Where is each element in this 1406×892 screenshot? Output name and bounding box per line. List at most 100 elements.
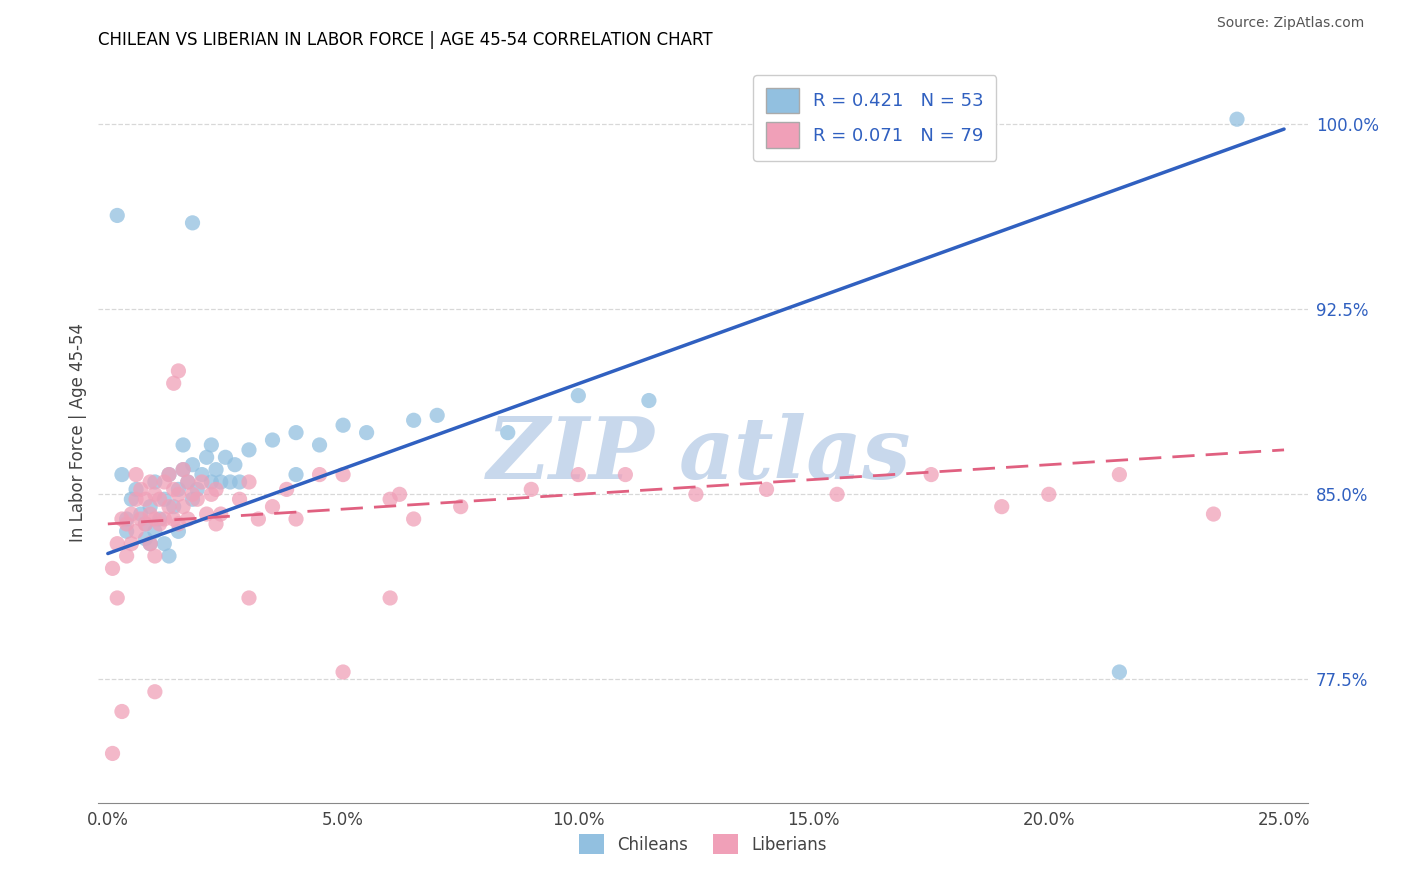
Point	[195, 507, 218, 521]
Point	[378, 591, 401, 605]
Point	[825, 487, 848, 501]
Point	[120, 507, 142, 521]
Point	[262, 500, 284, 514]
Point	[990, 500, 1012, 514]
Point	[1226, 112, 1249, 127]
Point	[496, 425, 519, 440]
Point	[163, 483, 186, 497]
Point	[755, 483, 778, 497]
Point	[378, 492, 401, 507]
Point	[177, 475, 200, 489]
Point	[209, 475, 232, 489]
Point	[125, 483, 148, 497]
Point	[157, 549, 180, 563]
Text: ZIP: ZIP	[486, 413, 655, 497]
Point	[276, 483, 298, 497]
Point	[149, 492, 172, 507]
Point	[125, 524, 148, 539]
Point	[1202, 507, 1225, 521]
Point	[402, 413, 425, 427]
Point	[129, 507, 152, 521]
Point	[200, 475, 222, 489]
Point	[181, 492, 204, 507]
Point	[125, 467, 148, 482]
Point	[238, 442, 260, 457]
Point	[308, 438, 330, 452]
Point	[139, 536, 162, 550]
Point	[153, 512, 176, 526]
Point	[177, 475, 200, 489]
Point	[120, 536, 142, 550]
Point	[139, 500, 162, 514]
Point	[285, 425, 308, 440]
Point	[167, 524, 190, 539]
Point	[167, 516, 190, 531]
Point	[200, 438, 222, 452]
Y-axis label: In Labor Force | Age 45-54: In Labor Force | Age 45-54	[69, 323, 87, 542]
Point	[167, 487, 190, 501]
Point	[520, 483, 543, 497]
Point	[157, 467, 180, 482]
Point	[134, 516, 156, 531]
Point	[101, 561, 124, 575]
Point	[143, 475, 166, 489]
Point	[149, 512, 172, 526]
Point	[426, 409, 449, 423]
Point	[167, 483, 190, 497]
Point	[139, 536, 162, 550]
Point	[228, 475, 250, 489]
Point	[209, 507, 232, 521]
Point	[1038, 487, 1060, 501]
Point	[115, 512, 138, 526]
Point	[191, 467, 214, 482]
Point	[115, 524, 138, 539]
Point	[134, 492, 156, 507]
Point	[191, 475, 214, 489]
Point	[205, 462, 228, 476]
Point	[205, 483, 228, 497]
Point	[129, 483, 152, 497]
Point	[332, 467, 354, 482]
Point	[143, 684, 166, 698]
Point	[186, 492, 208, 507]
Point	[172, 438, 194, 452]
Point	[219, 475, 242, 489]
Point	[111, 705, 134, 719]
Point	[167, 364, 190, 378]
Point	[285, 512, 308, 526]
Point	[163, 376, 186, 391]
Point	[111, 467, 134, 482]
Point	[105, 536, 128, 550]
Point	[224, 458, 246, 472]
Legend: Chileans, Liberians: Chileans, Liberians	[572, 828, 834, 861]
Point	[172, 462, 194, 476]
Point	[1108, 467, 1130, 482]
Point	[214, 450, 236, 465]
Point	[139, 507, 162, 521]
Point	[105, 591, 128, 605]
Point	[134, 532, 156, 546]
Point	[143, 524, 166, 539]
Point	[134, 516, 156, 531]
Point	[356, 425, 378, 440]
Point	[388, 487, 411, 501]
Point	[143, 512, 166, 526]
Point	[125, 492, 148, 507]
Point	[157, 500, 180, 514]
Point	[186, 483, 208, 497]
Point	[332, 418, 354, 433]
Point	[120, 492, 142, 507]
Point	[139, 475, 162, 489]
Point	[181, 458, 204, 472]
Point	[149, 516, 172, 531]
Point	[1108, 665, 1130, 679]
Point	[143, 487, 166, 501]
Point	[332, 665, 354, 679]
Point	[115, 549, 138, 563]
Point	[238, 591, 260, 605]
Point	[567, 388, 589, 402]
Point	[172, 500, 194, 514]
Point	[163, 500, 186, 514]
Point	[129, 512, 152, 526]
Point	[111, 512, 134, 526]
